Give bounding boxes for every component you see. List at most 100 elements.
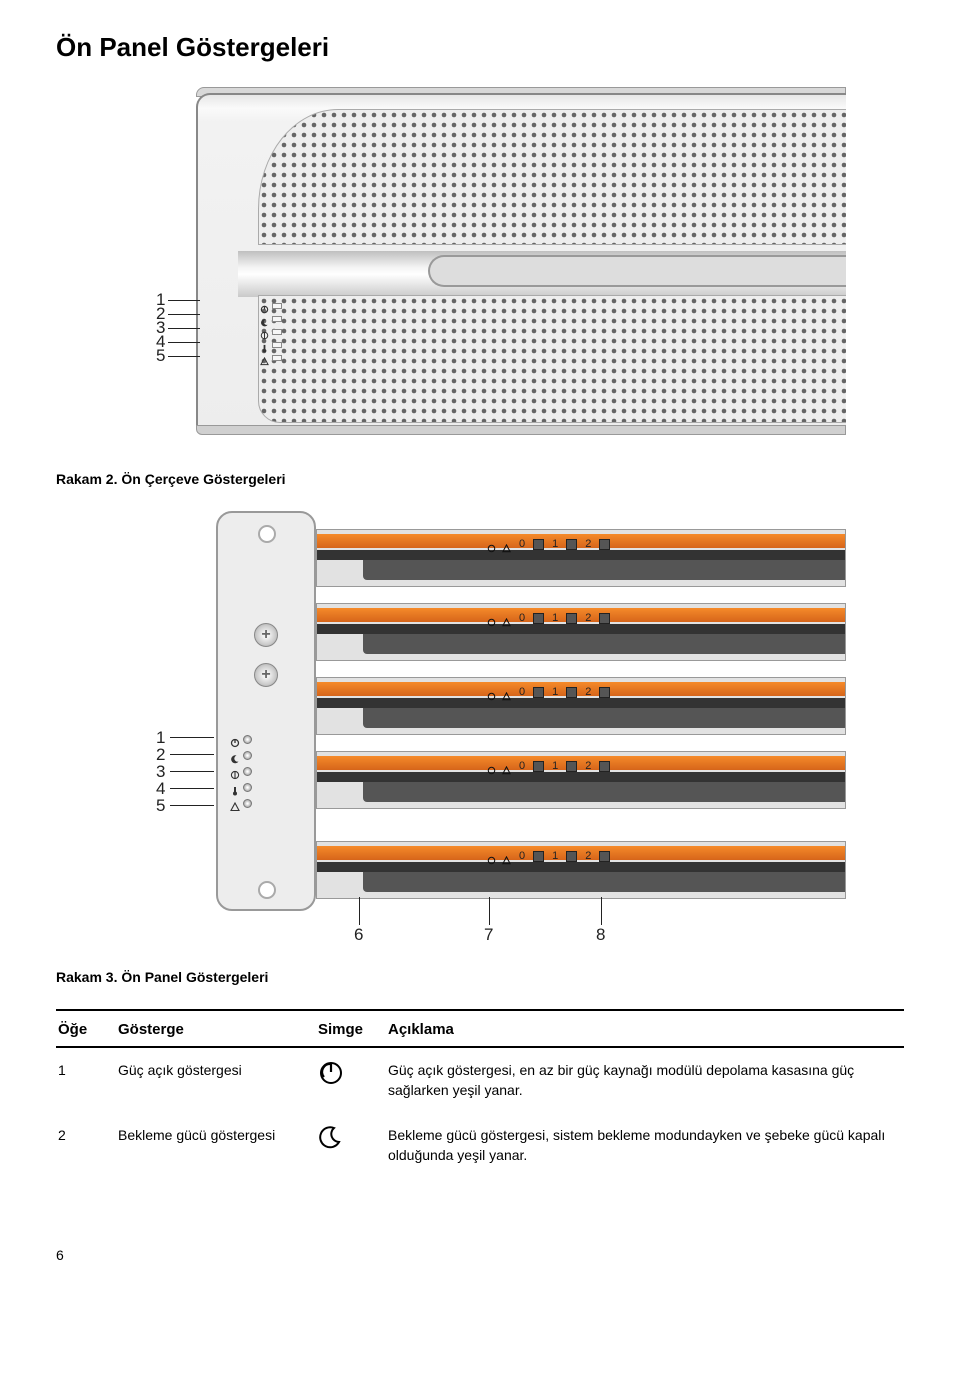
figure-2-caption: Rakam 3. Ön Panel Göstergeleri — [56, 969, 904, 985]
leader-line — [168, 342, 200, 343]
led-rect — [272, 355, 282, 361]
led-dot — [243, 767, 252, 776]
page-title: Ön Panel Göstergeleri — [56, 32, 904, 63]
tray-led-label: 2 — [585, 538, 591, 550]
warning-triangle-icon — [502, 614, 511, 623]
bezel-led-block — [260, 299, 282, 364]
bezel-oval-handle — [428, 255, 846, 287]
activity-icon — [487, 762, 496, 771]
led-rect — [272, 316, 282, 322]
tray-led — [566, 613, 577, 624]
tray-divider — [317, 862, 845, 872]
tray-led — [533, 613, 544, 624]
leader-line — [168, 356, 200, 357]
bezel-bottom-lip — [196, 425, 846, 435]
power-icon — [260, 301, 269, 310]
warning-triangle-icon — [502, 852, 511, 861]
tray-led-label: 0 — [519, 760, 525, 772]
led-rect — [272, 303, 282, 309]
mounting-hole — [258, 881, 276, 899]
led-dot — [243, 735, 252, 744]
led-rect — [272, 329, 282, 335]
figure-1-graphic: 1 2 3 4 5 — [156, 93, 846, 453]
tray-led — [533, 539, 544, 550]
drive-tab — [735, 677, 805, 678]
warning-triangle-icon — [260, 353, 269, 362]
screw-icon: + — [254, 663, 278, 687]
tray-led-label: 2 — [585, 612, 591, 624]
figure-2-side-callouts: 1 2 3 4 5 — [156, 729, 165, 814]
th-icon: Simge — [316, 1010, 386, 1047]
cell-item: 2 — [56, 1113, 116, 1178]
tray-led — [533, 687, 544, 698]
tray-divider — [317, 550, 845, 560]
tray-led — [599, 613, 610, 624]
cell-icon — [316, 1113, 386, 1178]
tray-led — [599, 851, 610, 862]
tray-handle — [363, 634, 846, 654]
leader-line — [359, 897, 360, 925]
leader-line — [170, 805, 214, 806]
callout-number: 4 — [156, 780, 165, 797]
callout-number: 5 — [156, 797, 165, 814]
tray-led-label: 1 — [552, 686, 558, 698]
activity-icon — [487, 540, 496, 549]
split-circle-icon — [230, 767, 239, 776]
tray-led — [533, 761, 544, 772]
activity-icon — [487, 688, 496, 697]
drive-tray: 0 1 2 — [316, 751, 846, 809]
drive-tray: 0 1 2 — [316, 677, 846, 735]
tray-led-group: 0 1 2 — [487, 686, 610, 698]
cell-description: Güç açık göstergesi, en az bir güç kayna… — [386, 1047, 904, 1113]
drive-tab — [645, 751, 715, 752]
cell-indicator: Bekleme gücü göstergesi — [116, 1113, 316, 1178]
power-icon — [318, 1060, 344, 1086]
figure-1: 1 2 3 4 5 Rakam 2. Ön Çerçeve Göstergele… — [56, 93, 904, 487]
moon-icon — [318, 1125, 342, 1149]
cell-indicator: Güç açık göstergesi — [116, 1047, 316, 1113]
tray-led — [599, 539, 610, 550]
tray-handle — [363, 560, 846, 580]
tray-led-label: 2 — [585, 850, 591, 862]
drive-tab — [735, 751, 805, 752]
tray-led-label: 1 — [552, 760, 558, 772]
tray-led-label: 1 — [552, 612, 558, 624]
th-item: Öğe — [56, 1010, 116, 1047]
power-icon — [230, 735, 239, 744]
tray-led-label: 0 — [519, 686, 525, 698]
drive-tab — [645, 841, 715, 842]
tray-handle — [363, 782, 846, 802]
led-dot — [243, 751, 252, 760]
figure-2-graphic: + + 0 1 2 — [156, 511, 846, 951]
drive-tray: 0 1 2 — [316, 529, 846, 587]
figure-2: + + 0 1 2 — [56, 511, 904, 985]
callout-number: 8 — [596, 925, 605, 945]
callout-number: 6 — [354, 925, 363, 945]
panel-led-block — [230, 731, 252, 811]
tray-led — [566, 687, 577, 698]
leader-line — [170, 737, 214, 738]
drive-tab — [735, 529, 805, 530]
warning-triangle-icon — [230, 799, 239, 808]
moon-icon — [260, 314, 269, 323]
tray-led — [566, 539, 577, 550]
tray-led-label: 0 — [519, 538, 525, 550]
callout-number: 3 — [156, 763, 165, 780]
screw-icon: + — [254, 623, 278, 647]
leader-line — [489, 897, 490, 925]
table-row: 1 Güç açık göstergesi Güç açık gösterges… — [56, 1047, 904, 1113]
th-indicator: Gösterge — [116, 1010, 316, 1047]
tray-led-label: 2 — [585, 686, 591, 698]
bezel-outer — [196, 93, 846, 433]
cell-item: 1 — [56, 1047, 116, 1113]
tray-led-label: 1 — [552, 538, 558, 550]
tray-led-group: 0 1 2 — [487, 538, 610, 550]
cell-icon — [316, 1047, 386, 1113]
tray-led-label: 0 — [519, 850, 525, 862]
tray-led — [533, 851, 544, 862]
leader-line — [168, 328, 200, 329]
leader-line — [168, 300, 200, 301]
tray-handle — [363, 872, 846, 892]
led-rect — [272, 342, 282, 348]
tray-handle — [363, 708, 846, 728]
